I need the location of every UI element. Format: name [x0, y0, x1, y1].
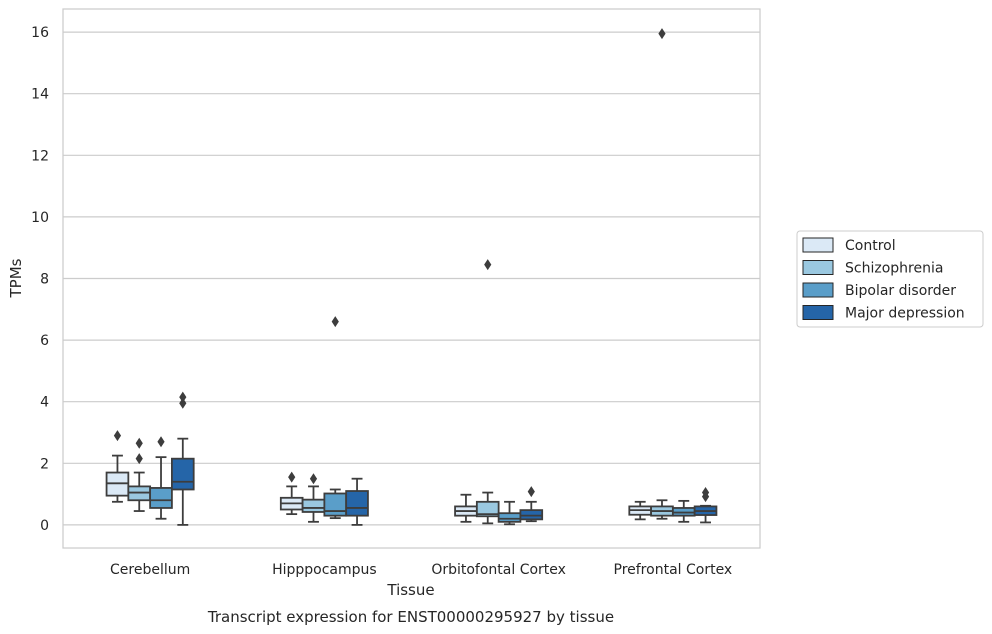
box-group: [519, 486, 544, 523]
legend: Control Schizophrenia Bipolar disorder Majo…: [796, 230, 984, 328]
y-tick-label: 8: [40, 272, 49, 288]
legend-swatch: [802, 237, 834, 253]
grid-lines: [63, 31, 760, 526]
box-group: [127, 437, 152, 512]
outlier-point: [157, 436, 165, 448]
plot-area-frame: [62, 8, 761, 549]
outlier-point: [135, 453, 143, 465]
box-group: [301, 473, 326, 523]
y-tick-label: 0: [40, 518, 49, 534]
box: [323, 492, 348, 517]
y-tick-label: 16: [31, 25, 49, 41]
outlier-point: [309, 473, 318, 485]
box-group: [454, 493, 478, 523]
legend-label: Major depression: [845, 306, 965, 322]
outlier-point: [288, 471, 296, 483]
y-tick-label: 10: [31, 210, 49, 226]
outlier-point: [527, 486, 535, 498]
box-group: [497, 500, 522, 526]
x-tick-labels: Cerebellum Hipppocampus Orbitofontal Corte…: [110, 562, 732, 578]
box: [519, 509, 544, 521]
legend-label: Schizophrenia: [845, 261, 943, 277]
box-group: [323, 316, 348, 520]
box: [171, 457, 195, 491]
legend-frame: [796, 230, 984, 328]
box-group: [171, 391, 195, 526]
x-tick-label: Orbitofontal Cortex: [431, 562, 566, 578]
box-group: [345, 477, 369, 526]
outlier-point: [135, 437, 143, 449]
box-group: [149, 436, 173, 520]
y-tick-labels: 0 2 4 6 8 10 12 14 16: [31, 25, 49, 534]
y-tick-label: 4: [40, 395, 49, 411]
outlier-point: [658, 28, 666, 40]
chart-title: Transcript expression for ENST0000029592…: [207, 608, 614, 626]
y-tick-label: 6: [40, 333, 49, 349]
box: [149, 487, 173, 509]
x-axis-label: Tissue: [386, 581, 434, 599]
box-group: [650, 28, 674, 520]
outlier-point: [179, 397, 187, 409]
y-tick-label: 2: [40, 456, 49, 472]
outlier-point: [113, 430, 122, 442]
box: [497, 512, 522, 523]
outlier-point: [179, 391, 187, 403]
boxes: [105, 28, 718, 526]
box: [345, 490, 369, 517]
box: [301, 498, 326, 513]
legend-swatch: [802, 260, 834, 275]
box-group: [671, 499, 696, 523]
box-group: [475, 259, 500, 525]
x-tick-label: Hipppocampus: [272, 562, 377, 578]
y-tick-label: 14: [31, 87, 49, 103]
box: [475, 500, 500, 518]
y-axis-label: TPMs: [7, 258, 25, 298]
box-group: [693, 487, 718, 524]
box-group: [628, 500, 652, 521]
x-tick-label: Prefrontal Cortex: [614, 562, 733, 578]
legend-swatch: [802, 282, 834, 298]
box-group: [279, 471, 304, 516]
x-tick-label: Cerebellum: [110, 562, 190, 578]
box-group: [105, 430, 130, 503]
outlier-point: [331, 316, 339, 328]
legend-label: Control: [845, 238, 896, 254]
legend-label: Bipolar disorder: [845, 283, 956, 299]
outlier-point: [701, 487, 710, 499]
legend-swatch: [802, 305, 834, 320]
outlier-point: [484, 259, 492, 271]
y-tick-label: 12: [31, 148, 49, 164]
